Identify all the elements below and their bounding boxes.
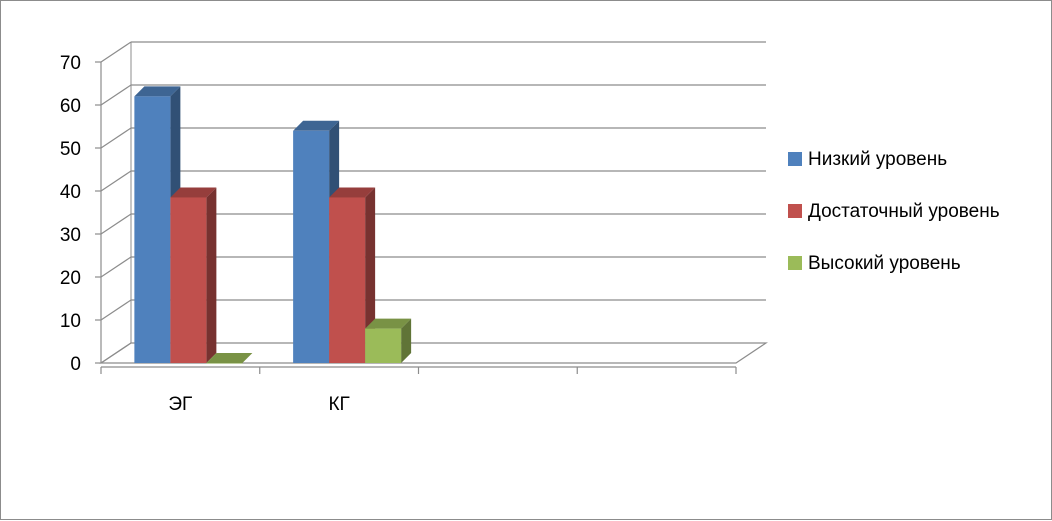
chart-axes: 0 10 20 30 40 50 60 70 ЭГ КГ	[60, 53, 737, 415]
bar-side-face	[206, 187, 217, 363]
legend-item-1: Достаточный уровень	[788, 201, 1000, 222]
gridline-side-4	[100, 170, 132, 192]
y-tick-label-0: 0	[70, 354, 81, 375]
bar-front-face	[365, 328, 402, 363]
bar-side-face	[365, 187, 376, 363]
gridline-side-3	[100, 213, 132, 235]
bar-достаточный-уровень-0	[170, 187, 217, 363]
gridline-side-6	[100, 84, 132, 106]
bar-высокий-уровень-1	[365, 318, 412, 363]
bar-top-face	[170, 187, 217, 198]
legend-item-0: Низкий уровень	[788, 149, 947, 170]
legend-swatch-2	[788, 256, 802, 270]
y-tick-label-1: 10	[60, 311, 81, 332]
bar-достаточный-уровень-1	[329, 187, 376, 363]
legend-swatch-0	[788, 152, 802, 166]
bar-front-face	[293, 130, 330, 363]
chart-walls	[99, 41, 768, 364]
bar-top-face	[134, 86, 181, 97]
bar-высокий-уровень-0	[206, 353, 253, 364]
legend-label-1: Достаточный уровень	[808, 201, 1000, 222]
bar-side-face	[401, 318, 412, 363]
x-tick-label-0: ЭГ	[168, 394, 192, 415]
legend-item-2: Высокий уровень	[788, 253, 961, 274]
x-tick-label-1: КГ	[328, 394, 349, 415]
chart-legend: Низкий уровень Достаточный уровень Высокий…	[788, 149, 1000, 274]
bar-top-face	[365, 318, 412, 329]
bar-top-face	[206, 353, 253, 363]
gridline-side-2	[100, 256, 132, 278]
legend-label-2: Высокий уровень	[808, 253, 961, 274]
gridline-side-1	[100, 299, 132, 321]
y-tick-label-5: 50	[60, 139, 81, 160]
legend-swatch-1	[788, 204, 802, 218]
gridline-side-7	[100, 41, 132, 63]
y-tick-label-6: 60	[60, 96, 81, 117]
legend-label-0: Низкий уровень	[808, 149, 947, 170]
chart-bars	[134, 86, 412, 364]
bar-front-face	[134, 96, 171, 364]
y-tick-label-4: 40	[60, 182, 81, 203]
y-tick-label-7: 70	[60, 53, 81, 74]
gridline-side-5	[100, 127, 132, 149]
y-tick-label-2: 20	[60, 268, 81, 289]
y-tick-label-3: 30	[60, 225, 81, 246]
bar-front-face	[206, 363, 243, 364]
bar-front-face	[170, 197, 207, 363]
chart-floor	[99, 342, 768, 364]
bar-front-face	[329, 197, 366, 363]
bar-top-face	[329, 187, 376, 198]
bar-top-face	[293, 120, 340, 131]
